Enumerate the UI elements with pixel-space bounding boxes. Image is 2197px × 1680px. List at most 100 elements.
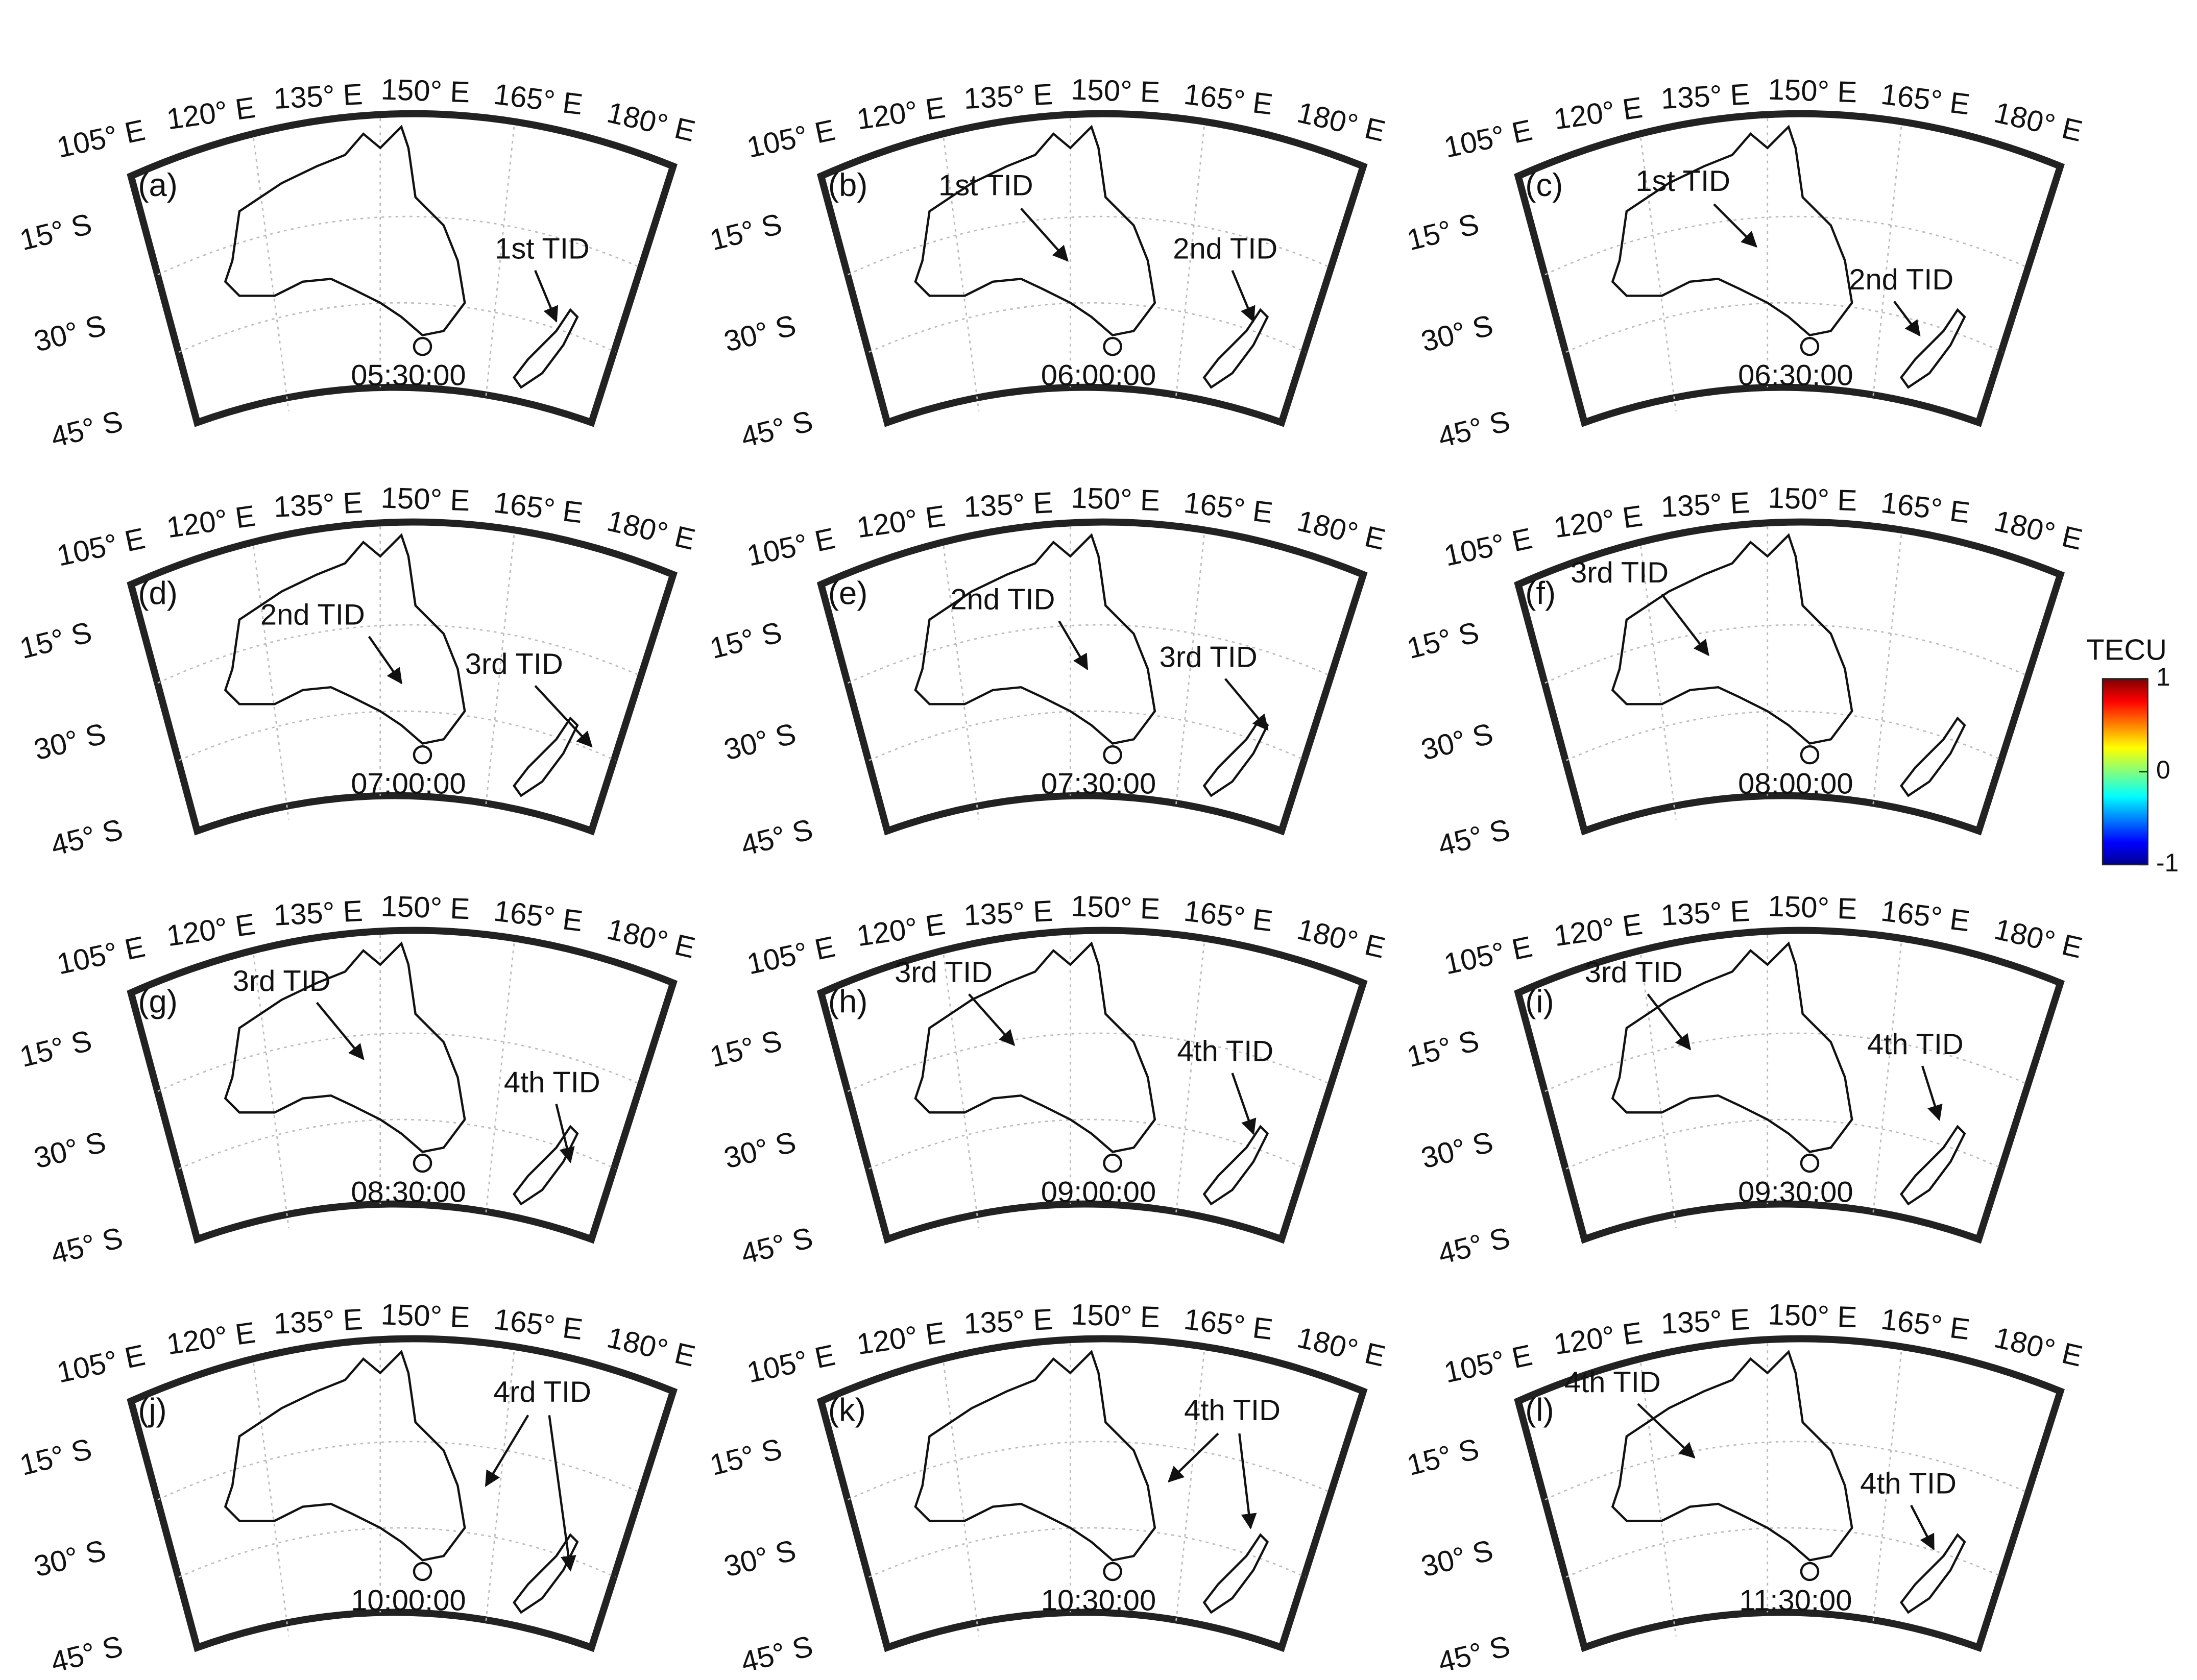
lat-label: 15° S [707, 208, 785, 257]
tid-annotation: 2nd TID [260, 599, 365, 631]
lat-label: 15° S [707, 1025, 785, 1074]
map-panel: 105° E 120° E 135° E 150° E 165° E 180° E 15° … [17, 890, 698, 1271]
lat-label: 15° S [17, 616, 95, 666]
lon-label: 120° E [164, 500, 257, 545]
lon-label: 120° E [1552, 908, 1645, 953]
lon-label: 105° E [54, 114, 148, 164]
lat-label: 30° S [721, 309, 800, 358]
arrow [1224, 678, 1269, 731]
lat-label: 30° S [31, 717, 109, 767]
lat-label: 15° S [17, 208, 95, 257]
lon-label: 150° E [380, 481, 471, 517]
lon-label: 135° E [1660, 895, 1751, 932]
lat-label: 30° S [721, 1534, 800, 1584]
lon-label: 150° E [1070, 1298, 1161, 1334]
lon-label: 180° E [604, 913, 698, 965]
colorbar-tick-label: -1 [2156, 848, 2179, 877]
lon-label: 150° E [380, 73, 471, 109]
tid-annotation: 2nd TID [950, 583, 1055, 616]
panel-label: (d) [138, 576, 178, 612]
tid-annotation: 4th TID [1184, 1394, 1281, 1427]
map-panel: 105° E 120° E 135° E 150° E 165° E 180° E 15° … [1404, 1298, 2086, 1679]
lon-label: 105° E [1441, 114, 1535, 164]
lat-label: 45° S [47, 1630, 126, 1679]
lat-label: 15° S [707, 1433, 785, 1482]
tid-annotation: 1st TID [938, 169, 1033, 202]
time-label: 07:00:00 [351, 768, 466, 800]
lon-label: 105° E [1441, 522, 1535, 573]
lon-label: 165° E [1182, 895, 1274, 938]
lon-label: 150° E [1070, 73, 1161, 109]
arrow [1910, 1504, 1935, 1551]
lon-label: 180° E [604, 96, 698, 148]
lon-label: 150° E [1768, 73, 1858, 109]
lon-label: 120° E [1552, 1317, 1645, 1361]
arrow [1661, 593, 1709, 656]
lon-label: 135° E [273, 78, 364, 115]
arrow [1231, 270, 1256, 323]
lon-label: 180° E [1991, 96, 2085, 148]
lat-label: 15° S [17, 1025, 95, 1074]
lon-label: 120° E [855, 908, 948, 953]
lat-label: 15° S [707, 616, 785, 666]
lon-label: 165° E [1879, 78, 1972, 121]
lon-label: 105° E [744, 1339, 838, 1390]
map-panel: 105° E 120° E 135° E 150° E 165° E 180° E 15° … [707, 1298, 1388, 1679]
time-label: 09:30:00 [1738, 1176, 1853, 1209]
panel-label: (k) [828, 1393, 866, 1428]
tid-annotation: 3rd TID [1585, 956, 1683, 989]
arrow [548, 1415, 576, 1572]
tid-annotation: 3rd TID [895, 956, 993, 989]
panel-label: (j) [138, 1393, 166, 1428]
arrow [555, 1104, 575, 1163]
lon-label: 135° E [1660, 1303, 1751, 1341]
lat-label: 30° S [721, 717, 800, 767]
map-panel: 105° E 120° E 135° E 150° E 165° E 180° E 15° … [707, 890, 1388, 1271]
lon-label: 135° E [1660, 78, 1751, 115]
lon-label: 120° E [855, 1317, 948, 1361]
tid-annotation: 2nd TID [1173, 232, 1277, 265]
lat-label: 30° S [1418, 717, 1496, 767]
time-label: 10:00:00 [351, 1584, 466, 1617]
lon-label: 150° E [1070, 481, 1161, 517]
colorbar-tick-label: 1 [2156, 663, 2170, 691]
colorbar-title: TECU [2086, 634, 2167, 667]
lon-label: 120° E [1552, 91, 1645, 136]
time-label: 06:00:00 [1041, 359, 1156, 392]
tid-annotation: 3rd TID [1160, 641, 1258, 673]
lon-label: 180° E [1991, 1321, 2085, 1373]
colorbar-tick-label: 0 [2156, 756, 2170, 784]
arrow [1020, 207, 1069, 262]
time-label: 06:30:00 [1738, 359, 1853, 392]
lon-label: 180° E [1294, 504, 1388, 556]
panel-label: (g) [138, 984, 178, 1020]
panel-label: (c) [1525, 167, 1563, 203]
arrow [1893, 301, 1921, 337]
lat-label: 45° S [1435, 405, 1513, 454]
tid-annotation: 4th TID [504, 1066, 600, 1099]
time-label: 09:00:00 [1041, 1176, 1156, 1209]
lon-label: 120° E [164, 1317, 257, 1361]
arrow [1921, 1065, 1943, 1121]
arrow [316, 1002, 365, 1060]
lon-label: 150° E [1768, 1298, 1858, 1334]
panel-label: (a) [138, 167, 178, 203]
arrow [1713, 203, 1757, 248]
tid-annotation: 3rd TID [1571, 556, 1669, 589]
map-panel: 105° E 120° E 135° E 150° E 165° E 180° E 15° … [1404, 890, 2086, 1271]
lon-label: 135° E [963, 486, 1054, 524]
lon-label: 165° E [1879, 895, 1972, 938]
lat-label: 45° S [738, 1630, 816, 1679]
arrow [485, 1415, 529, 1487]
tid-annotation: 1st TID [1635, 165, 1730, 198]
lon-label: 105° E [744, 931, 838, 981]
lat-label: 30° S [1418, 1534, 1496, 1584]
tid-annotation: 3rd TID [465, 648, 563, 680]
panel-label: (h) [828, 984, 868, 1020]
lat-label: 30° S [31, 1534, 109, 1584]
lat-label: 30° S [31, 309, 109, 358]
lon-label: 180° E [604, 1321, 698, 1373]
lon-label: 105° E [744, 114, 838, 164]
lat-label: 45° S [738, 405, 816, 454]
lon-label: 105° E [54, 931, 148, 981]
